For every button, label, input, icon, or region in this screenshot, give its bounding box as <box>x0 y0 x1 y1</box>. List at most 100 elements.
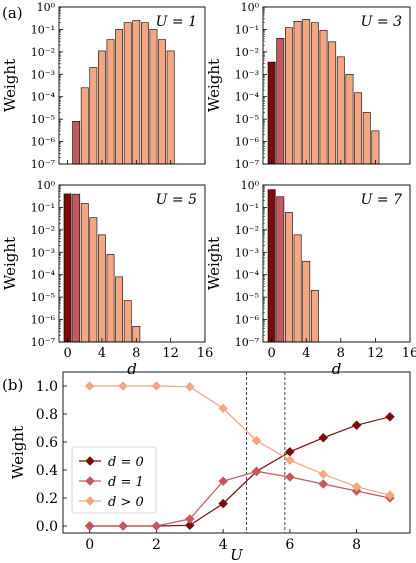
bar-d6 <box>115 29 124 165</box>
y-tick-label: 10⁻⁷ <box>235 336 260 349</box>
bar-d3 <box>293 234 302 343</box>
histogram-3: 10⁻⁷ 10⁻⁶ 10⁻⁵ 10⁻⁴ 10⁻³ 10⁻² 10⁻¹ 10⁰ 0 4 8 12 16 We… <box>1 179 213 378</box>
panel-label-b: (b) <box>2 376 23 394</box>
bar-d11 <box>362 112 371 165</box>
series-line <box>89 385 391 496</box>
data-point <box>218 498 229 509</box>
y-tick-label: 10⁻⁶ <box>31 314 56 327</box>
x-tick-label: 4 <box>219 537 228 553</box>
bar-d2 <box>285 27 293 165</box>
series-3 <box>84 381 395 501</box>
bar-d1 <box>276 196 285 343</box>
y-tick-label: 10⁰ <box>241 1 260 14</box>
y-tick-label: 10⁻⁶ <box>235 314 260 327</box>
series-line <box>89 470 391 527</box>
bar-d5 <box>106 254 115 343</box>
bar-d11 <box>158 39 166 165</box>
data-point <box>151 381 162 391</box>
x-tick-label: 12 <box>162 346 179 361</box>
y-tick-label: 10⁻² <box>31 224 55 237</box>
y-tick-label: 10⁻⁴ <box>235 269 260 282</box>
y-tick-label: 10⁻³ <box>235 246 259 259</box>
bar-d0 <box>63 193 72 343</box>
y-tick-label: 10⁻¹ <box>235 23 259 36</box>
y-tick-label: 0.8 <box>36 407 58 423</box>
x-axis-label: d <box>332 360 342 378</box>
x-axis-label: d <box>127 360 137 378</box>
bar-d4 <box>302 260 311 343</box>
legend-box <box>71 446 157 514</box>
y-tick-label: 10⁻³ <box>31 246 55 259</box>
data-point <box>251 466 262 477</box>
legend-entry: d = 1 <box>79 475 144 490</box>
u-annotation: U = 5 <box>156 192 197 208</box>
x-tick-label: 12 <box>367 346 384 361</box>
data-point <box>285 446 295 457</box>
data-point <box>84 381 95 391</box>
data-point <box>218 403 229 414</box>
bar-d7 <box>123 300 132 343</box>
y-tick-label: 10⁻² <box>235 46 259 59</box>
plot-frame <box>62 371 411 534</box>
y-axis-label: Weight <box>1 237 19 290</box>
legend-marker <box>85 496 95 506</box>
data-point <box>118 521 128 531</box>
x-tick-label: 0 <box>268 346 276 361</box>
y-tick-label: 10⁻² <box>235 224 259 237</box>
y-tick-label: 10⁻⁵ <box>31 113 55 126</box>
legend-label: d = 1 <box>108 475 144 490</box>
histogram-panels: 10⁻⁷ 10⁻⁶ 10⁻⁵ 10⁻⁴ 10⁻³ 10⁻² 10⁻¹ 10⁰ Weight U =… <box>1 1 416 378</box>
y-tick-label: 10⁻¹ <box>31 23 55 36</box>
legend-entry: d > 0 <box>79 495 144 510</box>
histogram-4: 10⁻⁷ 10⁻⁶ 10⁻⁵ 10⁻⁴ 10⁻³ 10⁻² 10⁻¹ 10⁰ 0 4 8 12 16 We… <box>205 179 416 378</box>
bar-d9 <box>345 73 354 165</box>
y-tick-label: 10⁻⁷ <box>31 336 56 349</box>
bar-d2 <box>285 212 293 343</box>
x-tick-label: 8 <box>337 346 345 361</box>
bar-d7 <box>123 22 132 165</box>
y-tick-label: 10⁰ <box>37 1 56 14</box>
bar-d5 <box>310 22 319 165</box>
bar-d2 <box>80 203 89 343</box>
plot-frame <box>58 6 206 165</box>
bar-d1 <box>72 121 81 165</box>
data-point <box>184 520 195 531</box>
bar-d4 <box>302 19 311 165</box>
x-tick-label: 8 <box>132 346 140 361</box>
legend-label: d > 0 <box>108 495 144 510</box>
y-axis-label: Weight <box>205 59 223 112</box>
data-point <box>151 521 162 531</box>
data-point <box>285 455 295 466</box>
y-tick-label: 10⁻⁷ <box>31 158 56 171</box>
bar-d0 <box>267 61 276 165</box>
y-tick-label: 10⁻⁴ <box>31 269 56 282</box>
y-tick-label: 10⁻⁷ <box>235 158 260 171</box>
bar-d3 <box>89 67 98 165</box>
bar-d10 <box>149 29 158 165</box>
bar-d3 <box>293 21 302 165</box>
histogram-1: 10⁻⁷ 10⁻⁶ 10⁻⁵ 10⁻⁴ 10⁻³ 10⁻² 10⁻¹ 10⁰ Weight U =… <box>1 1 206 171</box>
y-tick-label: 10⁰ <box>37 179 56 192</box>
bar-d4 <box>98 50 106 165</box>
bar-d4 <box>98 234 106 343</box>
plot-frame <box>262 6 411 165</box>
y-tick-label: 10⁻⁵ <box>235 291 259 304</box>
data-point <box>318 469 329 480</box>
bar-d12 <box>371 130 380 165</box>
x-tick-label: 8 <box>352 537 361 553</box>
u-annotation: U = 7 <box>361 192 402 208</box>
data-point <box>184 381 195 392</box>
y-tick-label: 0.0 <box>36 519 58 535</box>
bar-d6 <box>115 276 124 343</box>
bar-d12 <box>166 50 175 165</box>
legend-marker <box>85 456 95 466</box>
y-tick-label: 10⁻¹ <box>235 201 259 214</box>
x-tick-label: 4 <box>302 346 310 361</box>
y-tick-label: 10⁻⁵ <box>235 113 259 126</box>
data-point <box>285 472 295 482</box>
data-point <box>84 521 95 531</box>
bar-d2 <box>80 87 89 165</box>
y-tick-label: 0.2 <box>36 491 58 507</box>
data-point <box>385 490 395 501</box>
